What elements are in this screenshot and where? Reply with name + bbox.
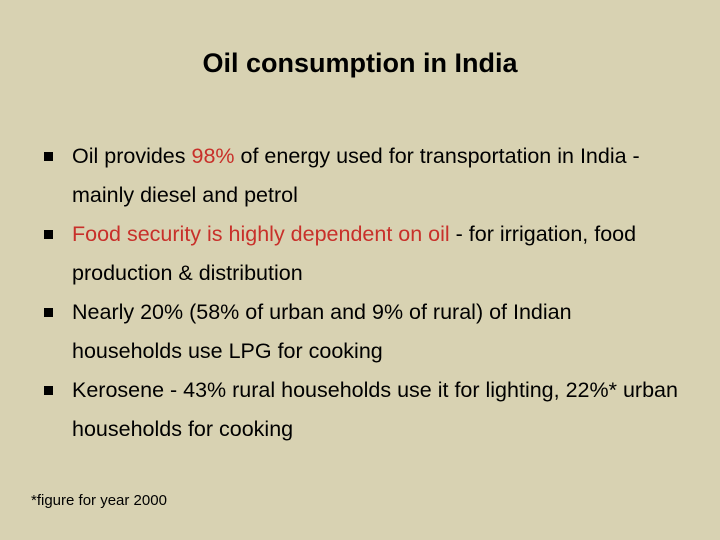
bullet-list: Oil provides 98% of energy used for tran… (40, 137, 680, 449)
footnote: *figure for year 2000 (31, 492, 167, 509)
bullet-item: Food security is highly dependent on oil… (40, 215, 680, 293)
bullet-text: of energy used for transportation in Ind… (72, 144, 640, 207)
bullet-text: Oil provides (72, 144, 192, 168)
highlighted-text: Food security is highly dependent on oil (72, 222, 450, 246)
bullet-item: Kerosene - 43% rural households use it f… (40, 371, 680, 449)
bullet-text: Kerosene - 43% rural households use it f… (72, 378, 678, 441)
bullet-text: Nearly 20% (58% of urban and 9% of rural… (72, 300, 572, 363)
bullet-item: Nearly 20% (58% of urban and 9% of rural… (40, 293, 680, 371)
highlighted-text: 98% (191, 144, 235, 168)
bullet-item: Oil provides 98% of energy used for tran… (40, 137, 680, 215)
slide-title: Oil consumption in India (202, 48, 518, 78)
bullet-text: - for irrigation, food production & dist… (72, 222, 637, 285)
